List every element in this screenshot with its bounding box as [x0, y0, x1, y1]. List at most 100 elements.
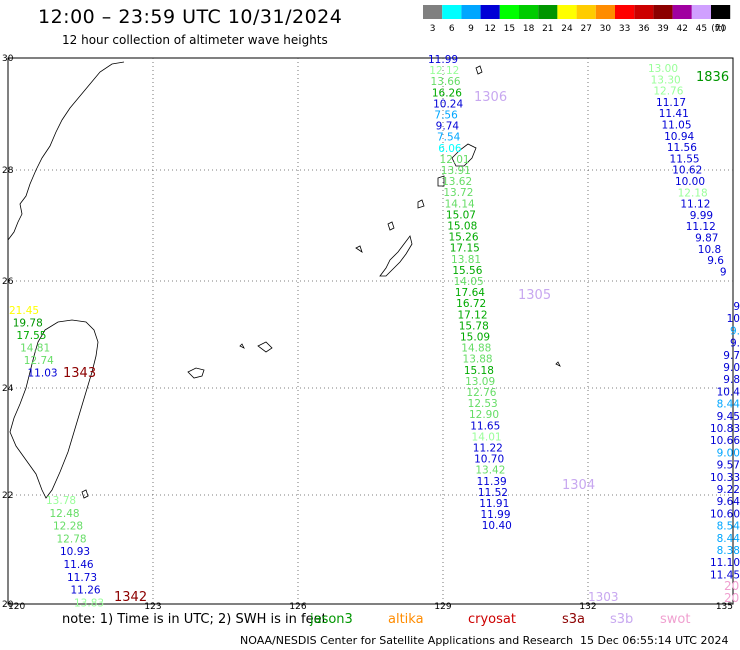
swh-reading: 11.99: [428, 54, 458, 66]
swh-reading: 9.00: [717, 447, 740, 459]
legend-label-45: 45: [696, 24, 707, 34]
swh-reading: 10.83: [710, 423, 740, 435]
pass-time-label: 20: [724, 591, 739, 605]
footer-credit: NOAA/NESDIS Center for Satellite Applica…: [240, 634, 574, 647]
footer-note: note: 1) Time is in UTC; 2) SWH is in fe…: [62, 612, 327, 627]
swh-reading: 10.40: [482, 520, 512, 532]
swh-reading: 14.01: [472, 431, 502, 443]
swh-reading: 10.60: [710, 508, 740, 520]
swh-reading: 11.12: [686, 221, 716, 233]
swh-reading: 11.91: [479, 498, 509, 510]
swh-reading: 17.12: [457, 309, 487, 321]
swh-reading: 13.88: [463, 354, 493, 366]
satellite-altika: altika: [388, 612, 424, 627]
land-outline: [437, 175, 445, 187]
legend-label-21: 21: [542, 24, 553, 34]
swh-reading: 10.62: [672, 165, 702, 177]
swh-reading: 11.05: [661, 120, 691, 132]
x-tick-label: 135: [716, 602, 733, 612]
land-outline: [257, 341, 273, 353]
swh-reading: 15.09: [460, 332, 490, 344]
legend-swatch-6: [442, 5, 462, 19]
swh-reading: 9.87: [695, 233, 718, 245]
swh-reading: 10.4: [717, 386, 740, 398]
satellite-cryosat: cryosat: [468, 612, 516, 627]
swh-reading: 12.01: [440, 154, 470, 166]
swh-reading: 10.33: [710, 472, 740, 484]
swh-reading: 11.56: [667, 142, 697, 154]
swh-reading: 15.08: [447, 221, 477, 233]
swh-reading: 11.55: [670, 153, 700, 165]
legend-swatch-27: [576, 5, 596, 19]
swh-reading: 9.: [730, 325, 740, 337]
legend-swatch-45: [691, 5, 711, 19]
swh-reading: 12.76: [653, 86, 683, 98]
swh-reading: 13.30: [651, 74, 681, 86]
swh-reading: 15.07: [446, 209, 476, 221]
swh-reading: 15.56: [452, 265, 482, 277]
swh-reading: 17.64: [455, 287, 485, 299]
swh-reading: 21.45: [9, 305, 39, 317]
swh-reading: 9.57: [717, 460, 740, 472]
swh-reading: 13.62: [442, 176, 472, 188]
swh-reading: 10: [727, 313, 740, 325]
swh-reading: 11.46: [64, 559, 94, 571]
swh-reading: 13.72: [443, 187, 473, 199]
swh-reading: 10.00: [675, 176, 705, 188]
land-outline: [9, 319, 99, 499]
swh-reading: 12.48: [50, 508, 80, 520]
swh-reading: 11.65: [470, 420, 500, 432]
swh-reading: 6.06: [438, 143, 462, 155]
legend-label-15: 15: [504, 24, 515, 34]
swh-reading: 9.8: [723, 374, 740, 386]
legend-label-3: 3: [430, 24, 436, 34]
swh-reading: 10.70: [474, 454, 504, 466]
swh-reading: 13.78: [46, 495, 76, 507]
legend-label-6: 6: [449, 24, 455, 34]
legend-swatch-15: [499, 5, 519, 19]
legend-swatch-3: [423, 5, 443, 19]
swh-reading: 17.15: [450, 243, 480, 255]
land-outline: [475, 65, 483, 75]
x-tick-label: 129: [434, 602, 451, 612]
legend-label-27: 27: [580, 24, 591, 34]
swh-reading: 11.03: [28, 368, 58, 380]
map-frame: [7, 57, 734, 605]
swh-reading: 12.53: [468, 398, 498, 410]
swh-reading: 9.7: [723, 350, 740, 362]
legend-swatch-33: [615, 5, 635, 19]
swh-reading: 11.26: [71, 585, 101, 597]
legend-swatch-30: [595, 5, 615, 19]
y-tick-label: 28: [2, 166, 14, 176]
x-tick-label: 123: [144, 602, 161, 612]
swh-reading: 12.78: [57, 533, 87, 545]
swh-reading: 10.24: [433, 98, 463, 110]
legend-swatch-36: [634, 5, 654, 19]
pass-time-label: 1305: [518, 288, 551, 303]
land-outline: [451, 143, 477, 167]
swh-reading: 16.26: [432, 87, 462, 99]
legend-label-12: 12: [484, 24, 495, 34]
swh-reading: 11.45: [710, 569, 740, 581]
land-outline: [555, 361, 561, 367]
satellite-jason3: jason3: [310, 612, 353, 627]
swh-reading: 10.8: [698, 244, 721, 256]
swh-reading: 12.90: [469, 409, 499, 421]
pass-time-label: 1306: [474, 90, 507, 105]
swh-reading: 16.72: [456, 298, 486, 310]
swh-reading: 7.56: [434, 110, 458, 122]
swh-reading: 13.66: [431, 76, 461, 88]
swh-reading: 14.05: [454, 276, 484, 288]
legend-label-42: 42: [676, 24, 687, 34]
swh-reading: 14.88: [461, 343, 491, 355]
legend-swatch-18: [519, 5, 539, 19]
swh-reading: 11.10: [710, 557, 740, 569]
swh-reading: 8.54: [717, 521, 740, 533]
land-outline: [239, 343, 245, 349]
legend-unit: (ft): [711, 24, 725, 34]
swh-reading: 15.78: [459, 320, 489, 332]
track-121-south: 13.7812.4812.2812.7810.9311.4611.7311.26…: [46, 495, 104, 609]
satellite-swot: swot: [660, 612, 691, 627]
